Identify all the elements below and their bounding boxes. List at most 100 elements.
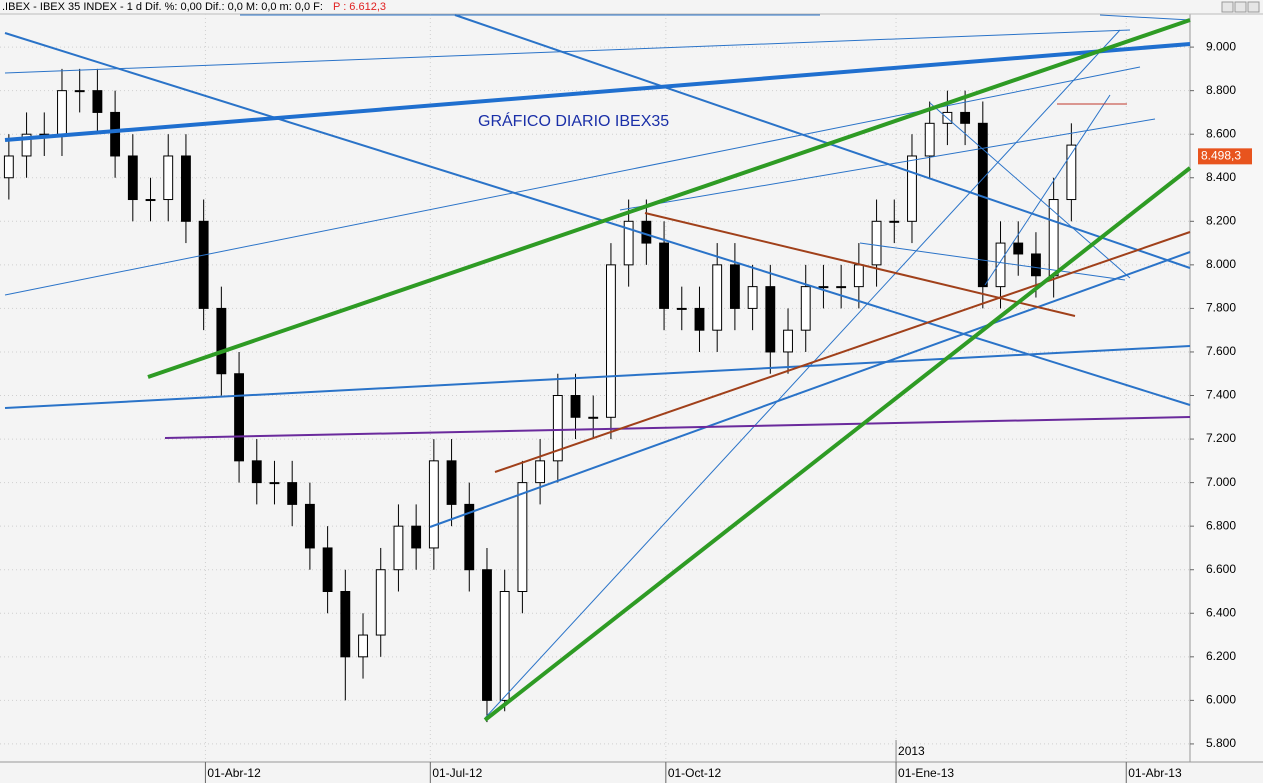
candle-body [304,503,315,549]
trend-line [164,416,1191,439]
y-tick-label: 7.000 [1206,475,1236,489]
candle-body [145,199,156,202]
trend-line [494,231,1191,473]
trend-line [984,94,1111,286]
grid [0,14,1190,762]
candle-body [783,329,793,353]
candle-body [853,264,864,288]
candle-body [57,90,67,135]
x-tick-label: 01-Oct-12 [668,766,722,780]
annotation: GRÁFICO DIARIO IBEX35 [478,111,669,130]
candle-body [499,590,510,701]
y-tick-label: 7.800 [1206,301,1236,315]
last-price-label: 8.498,3 [1201,149,1241,163]
candle-body [676,307,687,310]
trend-line [4,42,1191,142]
candle-body [623,220,634,266]
candle-body [977,122,988,288]
candle-body [960,111,971,124]
trend-line [429,251,1191,528]
candle-body [606,264,616,418]
candle-body [1031,253,1041,277]
candle-body [747,286,758,309]
close-button[interactable] [1247,1,1260,13]
y-tick-label: 8.000 [1206,257,1236,271]
candle-body [110,111,121,157]
trend-line [4,32,1191,406]
candle-body [74,90,85,93]
candle-body [694,307,705,331]
trend-line [1099,14,1191,21]
candle-body [234,373,244,462]
y-tick-label: 7.600 [1206,344,1236,358]
trend-line [484,29,1121,719]
y-tick-label: 6.000 [1206,693,1236,707]
candle-body [800,286,811,331]
candle-body [995,242,1006,288]
candle-body [1013,242,1024,255]
candle-body [127,155,138,201]
minimize-button[interactable] [1221,1,1234,13]
candle-body [92,90,103,113]
candle-body [482,569,492,701]
y-tick-label: 8.200 [1206,213,1236,227]
candle-body [871,220,882,266]
last-price-tag [1198,148,1252,165]
x-tick-label: 01-Ene-13 [898,766,954,780]
x-tick-label: 01-Abr-13 [1128,766,1182,780]
candle-body [216,307,227,375]
trend-line [147,18,1191,379]
candle-body [358,634,368,658]
candle-body [198,220,209,309]
candle-body [251,460,262,484]
y-tick-label: 9.000 [1206,39,1236,53]
candle-body [446,460,457,505]
x-tick-label: 01-Abr-12 [207,766,261,780]
candle-body [411,525,422,549]
candle-body [269,482,280,485]
y-tick-label: 6.600 [1206,562,1236,576]
candle-body [588,416,599,419]
trend-line [859,242,1126,281]
candle-body [889,220,900,223]
candle-body [907,155,917,222]
candle-body [393,525,404,571]
candle-body [570,395,581,418]
candle-body [924,122,935,157]
trend-line [454,14,1191,269]
year-label: 2013 [898,744,925,758]
y-tick-label: 5.800 [1206,736,1236,750]
candle-body [322,547,333,592]
candle-body [340,590,351,658]
trend-line [929,102,1131,279]
candle-body [552,395,563,462]
window-buttons[interactable] [1221,1,1260,13]
y-tick-label: 8.800 [1206,83,1236,97]
y-tick-label: 8.400 [1206,170,1236,184]
candle-body [3,155,14,179]
trend-line [4,29,1131,74]
y-tick-label: 8.600 [1206,126,1236,140]
trend-line [483,166,1192,722]
y-tick-label: 6.400 [1206,605,1236,619]
candle-body [181,155,191,222]
maximize-button[interactable] [1234,1,1247,13]
candle-body [375,569,386,636]
candle-body [464,503,475,571]
trend-lines [4,14,1192,722]
y-tick-label: 6.800 [1206,518,1236,532]
candle-body [535,460,546,484]
y-tick-label: 6.200 [1206,649,1236,663]
trend-line [644,212,1076,317]
candle-body [729,264,740,309]
candle-body [163,155,174,201]
header-title: .IBEX - IBEX 35 INDEX - 1 d Dif. %: 0,00… [2,1,323,13]
candle-body [641,220,652,244]
candle-body [517,482,528,592]
candle-body [836,286,847,289]
trend-line [4,345,1191,409]
y-tick-label: 7.200 [1206,431,1236,445]
